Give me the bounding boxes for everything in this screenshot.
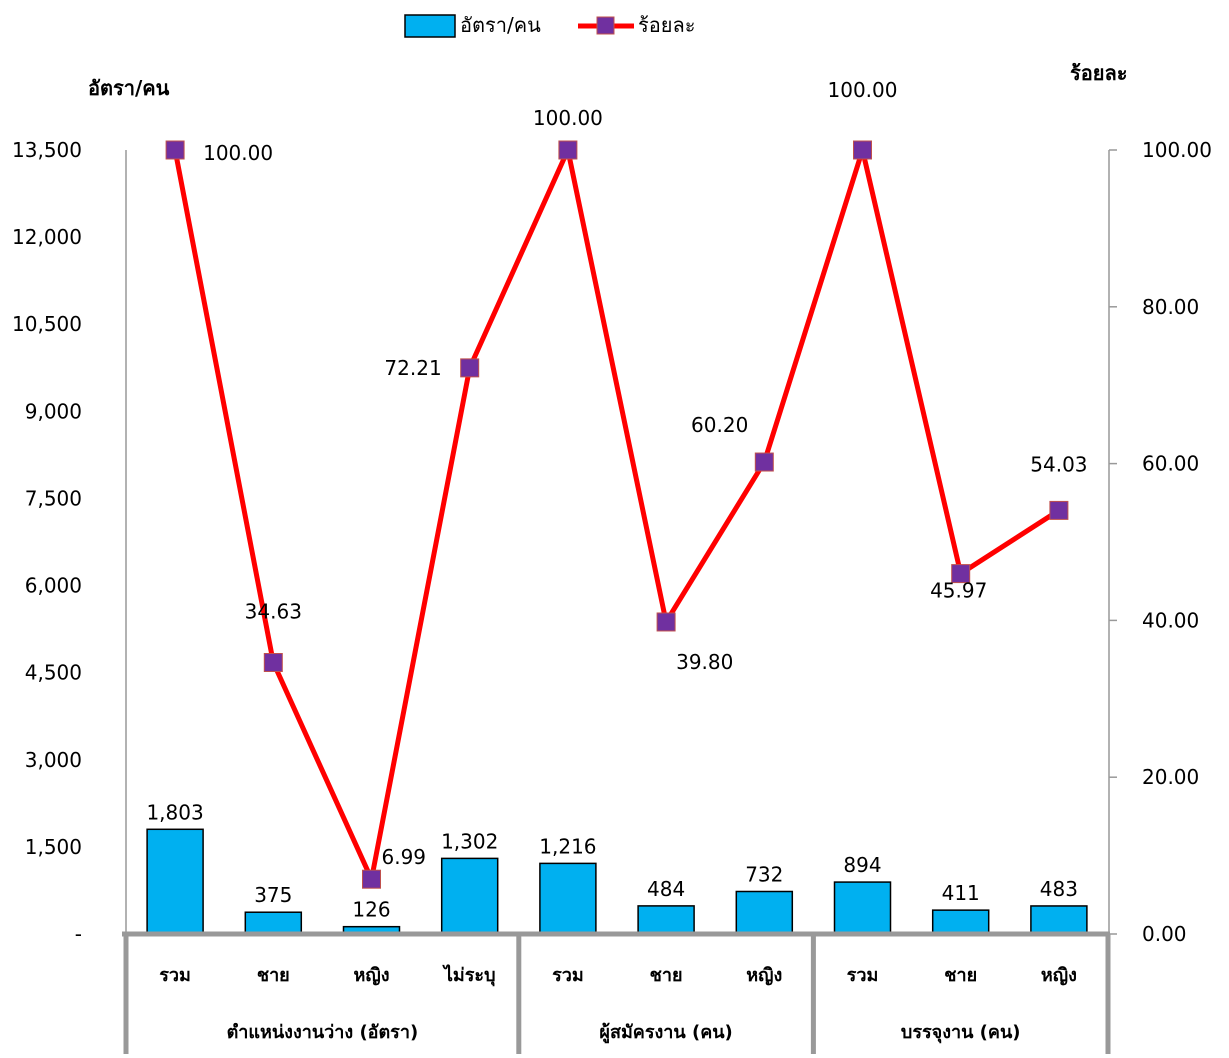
line-value-label: 100.00 <box>828 78 898 102</box>
group-label: บรรจุงาน (คน) <box>901 1022 1021 1044</box>
category-label: หญิง <box>354 965 390 986</box>
right-tick-label: 20.00 <box>1142 765 1199 789</box>
category-label: หญิง <box>746 965 782 986</box>
left-tick-label: 6,000 <box>25 574 82 598</box>
line-marker <box>853 140 872 160</box>
bar <box>931 909 990 935</box>
line-marker <box>1049 500 1069 520</box>
bar <box>244 911 303 935</box>
line-value-label: 39.80 <box>676 650 733 674</box>
category-label: ไม่ระบุ <box>442 964 496 987</box>
line-marker <box>362 869 381 889</box>
line-marker <box>558 140 578 160</box>
category-label: รวม <box>847 965 879 986</box>
line-value-label: 100.00 <box>533 106 603 130</box>
bar <box>833 881 892 935</box>
right-tick-label: 0.00 <box>1142 922 1187 946</box>
category-axis: รวม ชาย หญิง ไม่ระบุตำแหน่งงานว่าง (อัตรา) ร… <box>122 931 1111 1054</box>
left-tick-label: 4,500 <box>25 661 82 685</box>
data-labels: 1,803 375 126 1,302 1,216 484 732 894 411 483 100.… <box>146 78 1087 922</box>
line-value-label: 60.20 <box>691 413 748 437</box>
bar-value-label: 1,803 <box>146 800 203 824</box>
category-label: ชาย <box>650 965 683 986</box>
right-axis-title: ร้อยละ <box>1070 61 1127 85</box>
line-value-label: 6.99 <box>382 845 427 869</box>
left-tick-label: 13,500 <box>12 138 82 162</box>
right-tick-label: 80.00 <box>1142 295 1199 319</box>
category-label: รวม <box>159 965 191 986</box>
bar <box>539 862 597 935</box>
legend-label-line: ร้อยละ <box>638 13 695 37</box>
left-tick-label: - <box>75 922 82 946</box>
line-value-label: 45.97 <box>930 579 987 603</box>
bar-value-label: 483 <box>1040 877 1078 901</box>
bar-value-label: 126 <box>352 898 390 922</box>
legend: อัตรา/คน ร้อยละ <box>404 13 695 38</box>
bar-value-label: 484 <box>647 877 685 901</box>
bar-value-label: 375 <box>254 883 292 907</box>
line-marker <box>263 653 283 673</box>
bar <box>637 905 695 935</box>
bar-value-label: 894 <box>843 853 881 877</box>
line-marker <box>754 452 774 472</box>
line-value-label: 54.03 <box>1030 452 1087 476</box>
bar-value-label: 1,302 <box>441 829 498 853</box>
legend-label-bar: อัตรา/คน <box>460 13 541 37</box>
category-label: ชาย <box>944 965 977 986</box>
left-tick-label: 1,500 <box>25 835 82 859</box>
category-label: รวม <box>552 965 584 986</box>
bar <box>440 857 499 935</box>
left-tick-label: 9,000 <box>25 399 82 423</box>
left-tick-label: 12,000 <box>12 225 82 249</box>
left-tick-label: 10,500 <box>12 312 82 336</box>
bar <box>146 828 204 935</box>
bar <box>1030 905 1088 935</box>
line-marker <box>165 140 185 160</box>
group-label: ผู้สมัครงาน (คน) <box>599 1022 732 1044</box>
left-tick-label: 7,500 <box>25 486 82 510</box>
axes: - 1,500 3,000 4,500 6,000 7,500 9,000 10,500 12,… <box>12 138 1212 946</box>
bar-series <box>146 828 1088 935</box>
line-series <box>165 140 1069 889</box>
left-tick-label: 3,000 <box>25 748 82 772</box>
category-label: ชาย <box>257 965 290 986</box>
bar <box>735 890 794 935</box>
bar-value-label: 732 <box>745 862 783 886</box>
legend-bar-swatch <box>404 14 456 38</box>
line-marker <box>951 564 971 584</box>
right-tick-label: 60.00 <box>1142 452 1199 476</box>
bar-value-label: 411 <box>942 881 980 905</box>
line-value-label: 34.63 <box>245 600 302 624</box>
group-label: ตำแหน่งงานว่าง (อัตรา) <box>227 1022 419 1043</box>
percent-line <box>172 147 1061 882</box>
line-value-label: 100.00 <box>203 141 273 165</box>
legend-line-marker <box>596 16 615 35</box>
category-label: หญิง <box>1041 965 1077 986</box>
line-value-label: 72.21 <box>384 356 441 380</box>
bar-value-label: 1,216 <box>539 834 596 858</box>
right-tick-label: 100.00 <box>1142 138 1212 162</box>
left-axis-title: อัตรา/คน <box>88 76 170 100</box>
line-marker <box>656 612 676 632</box>
right-tick-label: 40.00 <box>1142 608 1199 632</box>
line-marker <box>460 358 480 378</box>
